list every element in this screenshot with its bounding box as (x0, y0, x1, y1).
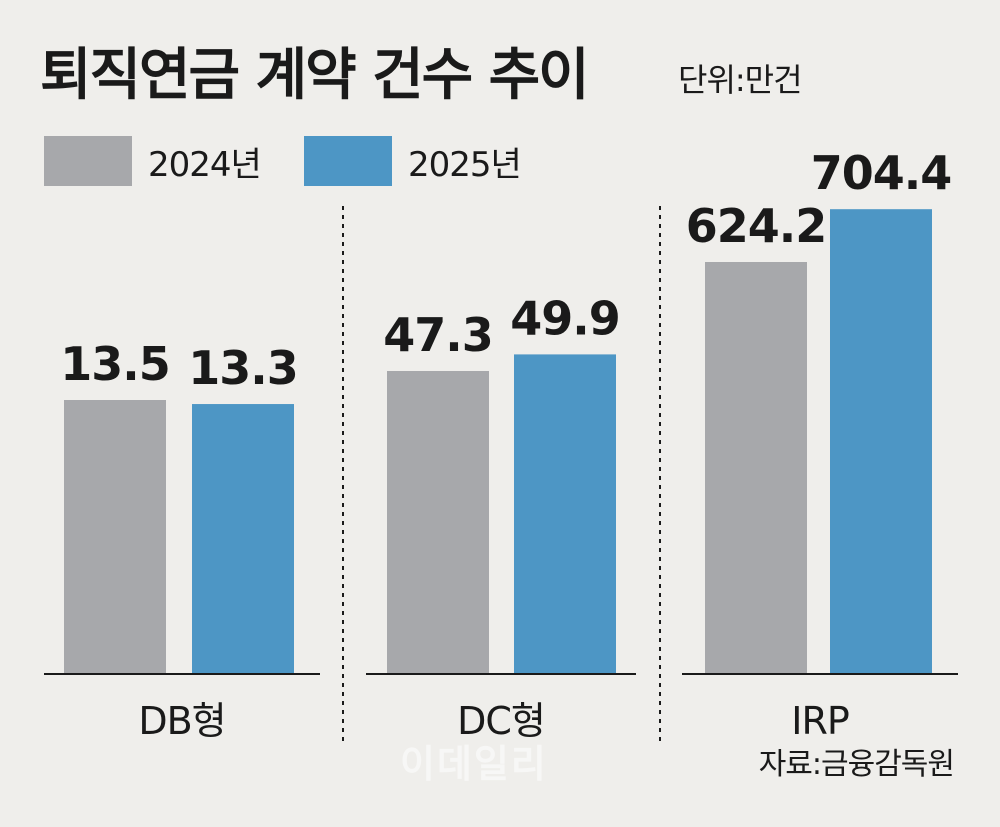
data-label-3-2024: 624.2 (686, 199, 827, 253)
bar-3-2025 (830, 209, 932, 674)
data-label-1-2024: 13.5 (60, 337, 170, 391)
chart-title: 퇴직연금 계약 건수 추이 (40, 43, 590, 108)
bar-2-2025 (514, 354, 616, 673)
legend-item-2024: 2024년 (44, 136, 262, 186)
data-label-2-2024: 47.3 (383, 308, 493, 362)
data-label-3-2025: 704.4 (811, 146, 952, 200)
legend-label-2024: 2024년 (148, 144, 262, 185)
unit-label: 단위:만건 (678, 61, 803, 99)
category-label-1: DB형 (138, 699, 225, 743)
bar-3-2024 (705, 262, 807, 673)
data-label-1-2025: 13.3 (188, 341, 298, 395)
legend-label-2025: 2025년 (408, 144, 522, 185)
legend-swatch-2024 (44, 136, 132, 186)
legend-item-2025: 2025년 (304, 136, 522, 186)
legend-swatch-2025 (304, 136, 392, 186)
data-label-2-2025: 49.9 (510, 291, 620, 345)
bar-1-2025 (192, 404, 294, 673)
watermark: 이데일리 (400, 742, 548, 786)
category-label-3: IRP (791, 699, 849, 743)
bar-1-2024 (64, 400, 166, 673)
category-label-2: DC형 (457, 699, 545, 743)
bar-2-2024 (387, 371, 489, 673)
source-label: 자료:금융감독원 (758, 747, 955, 782)
